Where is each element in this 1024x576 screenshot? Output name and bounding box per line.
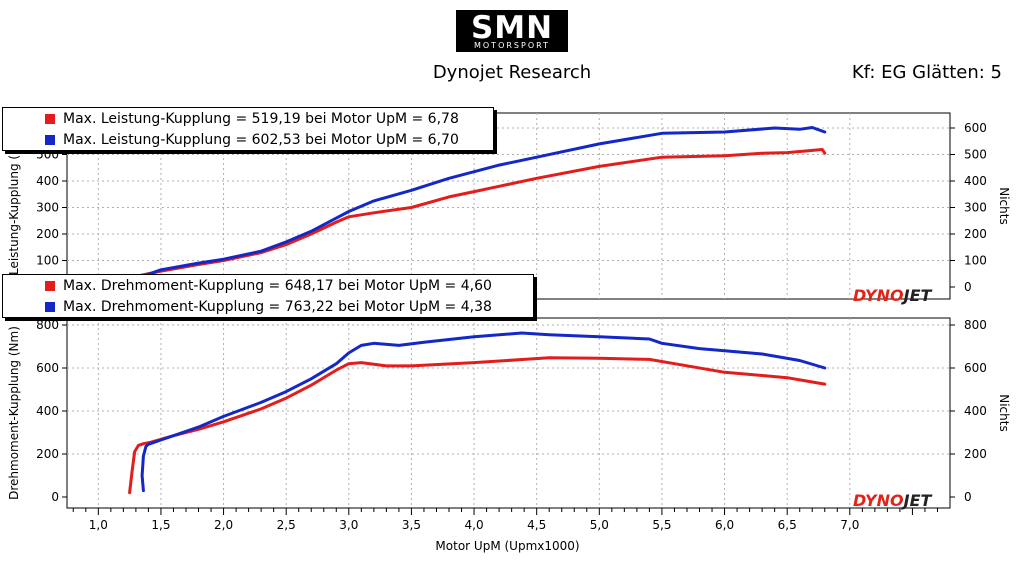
logo-sub-text: MOTORSPORT — [473, 41, 550, 50]
logo-main-text: SMN — [470, 10, 554, 46]
y-tick-label: 400 — [36, 404, 59, 418]
y-tick-label-right: 800 — [964, 318, 987, 332]
y-axis-label-right: Nichts — [997, 187, 1011, 224]
y-tick-label: 600 — [36, 361, 59, 375]
smn-motorsport-logo: SMN MOTORSPORT — [456, 10, 568, 52]
x-tick-label: 6,0 — [715, 518, 734, 532]
x-tick-label: 6,5 — [778, 518, 797, 532]
y-tick-label: 400 — [36, 174, 59, 188]
y-tick-label-right: 600 — [964, 121, 987, 135]
y-tick-label-right: 400 — [964, 174, 987, 188]
plot-frame — [66, 317, 951, 509]
y-tick-label-right: 400 — [964, 404, 987, 418]
x-tick-label: 3,0 — [339, 518, 358, 532]
x-tick-label: 4,0 — [465, 518, 484, 532]
y-tick-label: 300 — [36, 201, 59, 215]
watermark-part2: JET — [903, 286, 932, 305]
legend-text: Max. Leistung-Kupplung = 519,19 bei Moto… — [63, 110, 459, 127]
legend-swatch — [45, 113, 55, 124]
y-tick-label: 100 — [36, 254, 59, 268]
legend-item: Max. Leistung-Kupplung = 519,19 bei Moto… — [3, 108, 493, 129]
legend-swatch — [45, 280, 55, 291]
legend-item: Max. Leistung-Kupplung = 602,53 bei Moto… — [3, 129, 493, 150]
y-tick-label-right: 0 — [964, 490, 972, 504]
smoothing-note: Kf: EG Glätten: 5 — [851, 62, 1002, 83]
legend-power: Max. Leistung-Kupplung = 519,19 bei Moto… — [2, 107, 494, 151]
series-line — [140, 331, 827, 493]
y-tick-label-right: 500 — [964, 148, 987, 162]
y-tick-label: 200 — [36, 447, 59, 461]
x-tick-label: 5,5 — [652, 518, 671, 532]
y-tick-label-right: 200 — [964, 447, 987, 461]
legend-text: Max. Drehmoment-Kupplung = 648,17 bei Mo… — [63, 277, 492, 294]
series-line — [128, 356, 827, 495]
legend-swatch — [45, 134, 55, 145]
legend-torque: Max. Drehmoment-Kupplung = 648,17 bei Mo… — [2, 274, 534, 318]
dynojet-watermark-top: DYNOJET — [853, 286, 931, 305]
y-axis-label-right: Nichts — [997, 394, 1011, 431]
x-tick-label: 1,5 — [151, 518, 170, 532]
legend-swatch — [45, 301, 55, 312]
y-tick-label: 500 — [36, 148, 59, 162]
x-tick-label: 1,0 — [89, 518, 108, 532]
y-tick-label-right: 600 — [964, 361, 987, 375]
dynojet-watermark-bottom: DYNOJET — [853, 491, 931, 510]
series-line — [144, 126, 827, 277]
y-axis-label: Leistung-Kupplung (Ps) — [7, 137, 21, 275]
x-tick-label: 2,5 — [277, 518, 296, 532]
x-tick-label: 5,0 — [590, 518, 609, 532]
watermark-part1: DYNO — [853, 491, 904, 510]
report-title: Dynojet Research — [432, 62, 592, 83]
legend-text: Max. Drehmoment-Kupplung = 763,22 bei Mo… — [63, 298, 492, 315]
y-tick-label-right: 100 — [964, 254, 987, 268]
y-tick-label: 0 — [51, 490, 59, 504]
x-tick-label: 7,0 — [840, 518, 859, 532]
y-tick-label-right: 200 — [964, 227, 987, 241]
y-tick-label-right: 0 — [964, 280, 972, 294]
legend-item: Max. Drehmoment-Kupplung = 763,22 bei Mo… — [3, 296, 533, 317]
y-tick-label: 800 — [36, 318, 59, 332]
x-axis-label: Motor UpM (Upmx1000) — [435, 539, 579, 553]
y-tick-label: 200 — [36, 227, 59, 241]
x-tick-label: 2,0 — [214, 518, 233, 532]
x-tick-label: 4,5 — [527, 518, 546, 532]
legend-item: Max. Drehmoment-Kupplung = 648,17 bei Mo… — [3, 275, 533, 296]
y-axis-label: Drehmoment-Kupplung (Nm) — [7, 326, 21, 500]
legend-text: Max. Leistung-Kupplung = 602,53 bei Moto… — [63, 131, 459, 148]
watermark-part2: JET — [903, 491, 932, 510]
watermark-part1: DYNO — [853, 286, 904, 305]
x-tick-label: 3,5 — [402, 518, 421, 532]
y-tick-label-right: 300 — [964, 201, 987, 215]
